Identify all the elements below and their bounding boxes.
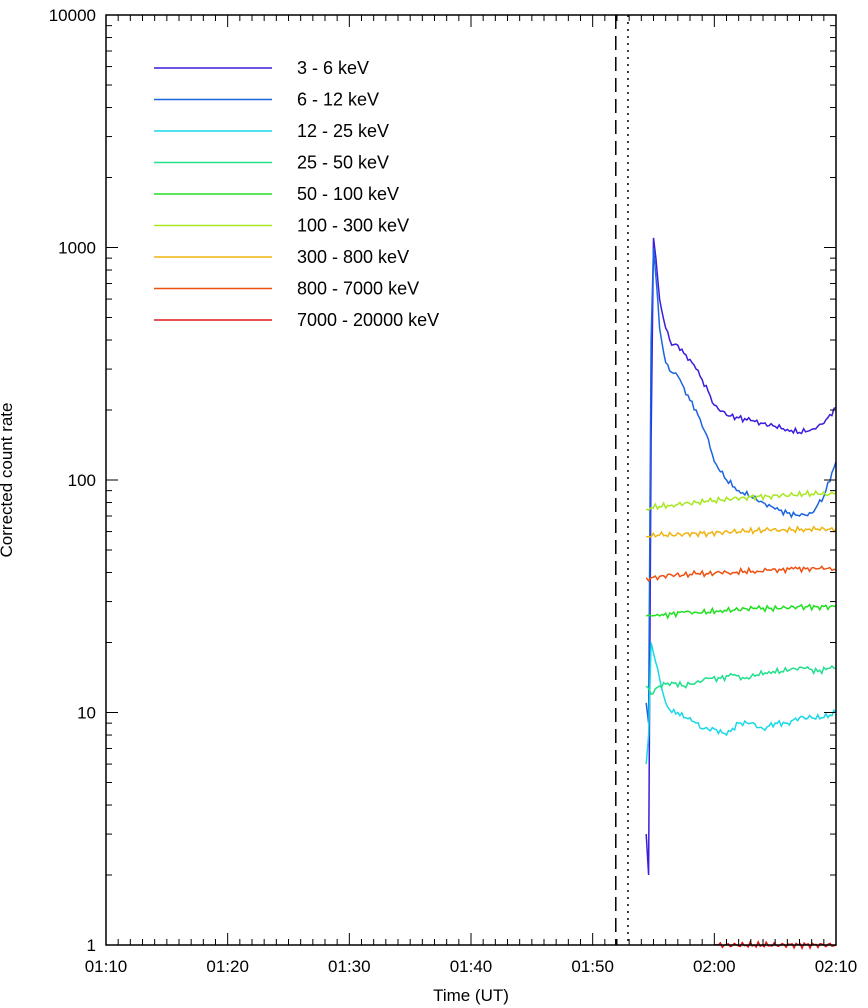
y-tick-label: 10000 — [49, 6, 96, 25]
x-tick-label: 02:00 — [693, 957, 736, 976]
vertical-markers — [615, 15, 629, 945]
series-line — [645, 664, 837, 695]
x-tick-label: 01:20 — [206, 957, 249, 976]
x-tick-label: 01:40 — [450, 957, 493, 976]
x-tick-label: 01:50 — [571, 957, 614, 976]
y-tick-label: 1 — [87, 936, 96, 955]
x-tick-label: 02:10 — [815, 957, 858, 976]
legend-label: 7000 - 20000 keV — [297, 310, 439, 330]
y-tick-label: 10 — [77, 704, 96, 723]
series-line — [645, 565, 837, 583]
legend-label: 100 - 300 keV — [297, 216, 409, 236]
y-ticks — [106, 14, 836, 946]
x-ticks — [105, 15, 837, 945]
series-line — [645, 247, 837, 724]
legend-label: 25 - 50 keV — [297, 153, 389, 173]
legend-label: 800 - 7000 keV — [297, 279, 419, 299]
y-tick-label: 1000 — [58, 239, 96, 258]
legend-label: 12 - 25 keV — [297, 121, 389, 141]
series-line — [645, 237, 837, 876]
x-tick-label: 01:30 — [328, 957, 371, 976]
legend: 3 - 6 keV 6 - 12 keV 12 - 25 keV 25 - 50 ke… — [154, 58, 439, 330]
x-tick-labels: 01:10 01:20 01:30 01:40 01:50 02:00 02:10 — [85, 957, 858, 976]
y-tick-labels: 1 10 100 1000 10000 — [49, 6, 96, 955]
series-line — [645, 642, 837, 765]
y-tick-label: 100 — [68, 471, 96, 490]
legend-label: 6 - 12 keV — [297, 90, 379, 110]
legend-label: 50 - 100 keV — [297, 184, 399, 204]
legend-label: 3 - 6 keV — [297, 58, 369, 78]
series-line — [645, 603, 837, 620]
legend-label: 300 - 800 keV — [297, 247, 409, 267]
series-line — [646, 525, 837, 538]
y-axis-title: Corrected count rate — [0, 403, 16, 558]
plot-series — [645, 237, 837, 951]
x-axis-title: Time (UT) — [433, 986, 509, 1005]
x-tick-label: 01:10 — [85, 957, 128, 976]
series-line — [645, 489, 837, 511]
